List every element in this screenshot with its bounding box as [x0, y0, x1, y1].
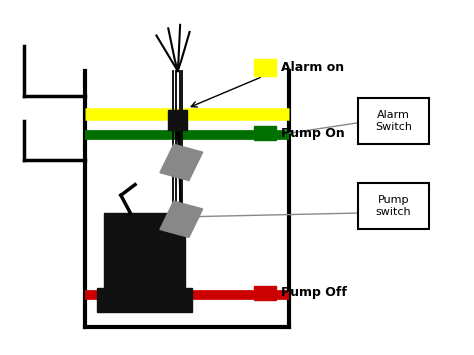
Bar: [254, 286, 276, 300]
Bar: [254, 126, 276, 140]
Text: Alarm
Switch: Alarm Switch: [375, 110, 412, 131]
FancyBboxPatch shape: [358, 183, 429, 229]
Bar: [104, 213, 185, 291]
FancyBboxPatch shape: [358, 98, 429, 144]
Text: Alarm on: Alarm on: [281, 61, 344, 74]
Bar: [160, 144, 203, 181]
Text: Pump Off: Pump Off: [281, 286, 347, 299]
Text: Pump On: Pump On: [281, 127, 345, 140]
Bar: [254, 59, 276, 76]
Bar: [168, 110, 187, 130]
Bar: [160, 201, 203, 237]
Bar: [97, 288, 192, 312]
Text: Pump
switch: Pump switch: [375, 195, 411, 217]
